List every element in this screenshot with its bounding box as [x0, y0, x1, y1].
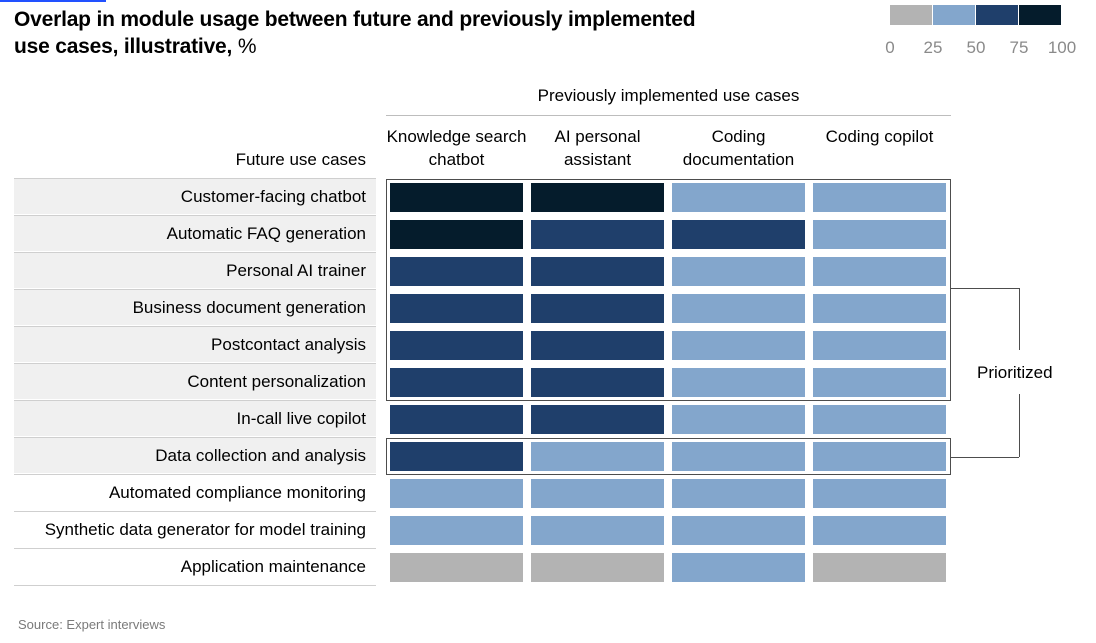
bracket-line: [1019, 288, 1020, 350]
heatmap-cell: [813, 516, 946, 545]
row-label: Customer-facing chatbot: [14, 179, 376, 214]
heatmap-cell: [531, 294, 664, 323]
heatmap-cell: [531, 553, 664, 582]
heatmap-cell: [813, 331, 946, 360]
heatmap-cell: [390, 553, 523, 582]
prioritized-frame: [386, 438, 951, 475]
row-divider: [14, 548, 376, 549]
heatmap-cell: [672, 553, 805, 582]
bracket-line: [951, 456, 1019, 458]
legend-tick-label: 0: [885, 38, 895, 57]
accent-line: [0, 0, 106, 2]
color-legend: 0 25 50 75 100: [885, 5, 1090, 65]
source-note: Source: Expert interviews: [18, 617, 166, 632]
chart-title-text: Overlap in module usage between future a…: [14, 8, 696, 58]
legend-tick-label: 100: [1047, 38, 1077, 57]
heatmap-cell: [531, 405, 664, 434]
row-divider: [14, 215, 376, 216]
heatmap-cell: [813, 368, 946, 397]
row-divider: [14, 437, 376, 438]
heatmap-cell: [390, 368, 523, 397]
row-label: Automatic FAQ generation: [14, 216, 376, 251]
heatmap-cell: [813, 294, 946, 323]
heatmap-cell: [390, 257, 523, 286]
heatmap-cell: [390, 405, 523, 434]
heatmap-cell: [390, 516, 523, 545]
row-divider: [14, 400, 376, 401]
column-header: AI personal assistant: [554, 127, 641, 169]
heatmap-cell: [390, 183, 523, 212]
column-group-rule: [386, 115, 951, 116]
heatmap-cell: [390, 294, 523, 323]
row-divider: [14, 474, 376, 475]
heatmap-cell: [390, 442, 523, 471]
legend-tick-label: 75: [1009, 38, 1029, 57]
legend-swatch: [976, 5, 1018, 25]
heatmap-cell: [672, 183, 805, 212]
heatmap-cell: [813, 220, 946, 249]
heatmap-cell: [672, 220, 805, 249]
row-divider: [14, 585, 376, 586]
heatmap-cell: [672, 331, 805, 360]
bracket-line: [951, 288, 1019, 289]
row-divider: [14, 511, 376, 512]
heatmap-cell: [390, 220, 523, 249]
heatmap-cell: [672, 257, 805, 286]
bracket-line: [1019, 393, 1020, 457]
heatmap-cell: [813, 257, 946, 286]
heatmap-cell: [813, 442, 946, 471]
row-divider: [14, 363, 376, 364]
heatmap-cell: [813, 553, 946, 582]
heatmap-cell: [390, 331, 523, 360]
chart-title: Overlap in module usage between future a…: [14, 6, 714, 60]
row-label: Content personalization: [14, 364, 376, 399]
prioritized-frame: [386, 179, 951, 401]
column-header: Coding documentation: [682, 127, 795, 169]
prioritized-label: Prioritized: [977, 363, 1053, 382]
column-header: Knowledge search chatbot: [386, 127, 527, 169]
column-header: Coding copilot: [825, 127, 934, 146]
row-divider: [14, 326, 376, 327]
legend-swatch: [1019, 5, 1061, 25]
heatmap-cell: [672, 516, 805, 545]
row-label: Application maintenance: [180, 557, 366, 576]
heatmap-cell: [531, 516, 664, 545]
heatmap-cell: [531, 257, 664, 286]
heatmap-cell: [531, 220, 664, 249]
row-label: Data collection and analysis: [14, 438, 376, 473]
chart-title-unit: %: [237, 35, 257, 58]
heatmap-cell: [531, 183, 664, 212]
legend-tick-label: 50: [966, 38, 986, 57]
heatmap-cell: [672, 405, 805, 434]
heatmap-cell: [672, 294, 805, 323]
row-label: Automated compliance monitoring: [108, 483, 366, 502]
row-label: Business document generation: [14, 290, 376, 325]
heatmap-cell: [672, 479, 805, 508]
row-divider: [14, 178, 376, 179]
legend-swatch: [890, 5, 932, 25]
heatmap-cell: [672, 368, 805, 397]
column-group-label: Previously implemented use cases: [537, 86, 800, 105]
heatmap-cell: [531, 368, 664, 397]
row-label: Synthetic data generator for model train…: [44, 520, 366, 539]
heatmap-cell: [813, 479, 946, 508]
heatmap-cell: [531, 331, 664, 360]
heatmap-cell: [390, 479, 523, 508]
row-divider: [14, 289, 376, 290]
legend-swatch: [933, 5, 975, 25]
heatmap-cell: [531, 479, 664, 508]
heatmap-cell: [813, 183, 946, 212]
row-divider: [14, 252, 376, 253]
heatmap-cell: [813, 405, 946, 434]
row-group-label: Future use cases: [235, 150, 366, 169]
heatmap-cell: [531, 442, 664, 471]
row-label: Personal AI trainer: [14, 253, 376, 288]
heatmap-cell: [672, 442, 805, 471]
legend-tick-label: 25: [923, 38, 943, 57]
row-label: In-call live copilot: [14, 401, 376, 436]
row-label: Postcontact analysis: [14, 327, 376, 362]
